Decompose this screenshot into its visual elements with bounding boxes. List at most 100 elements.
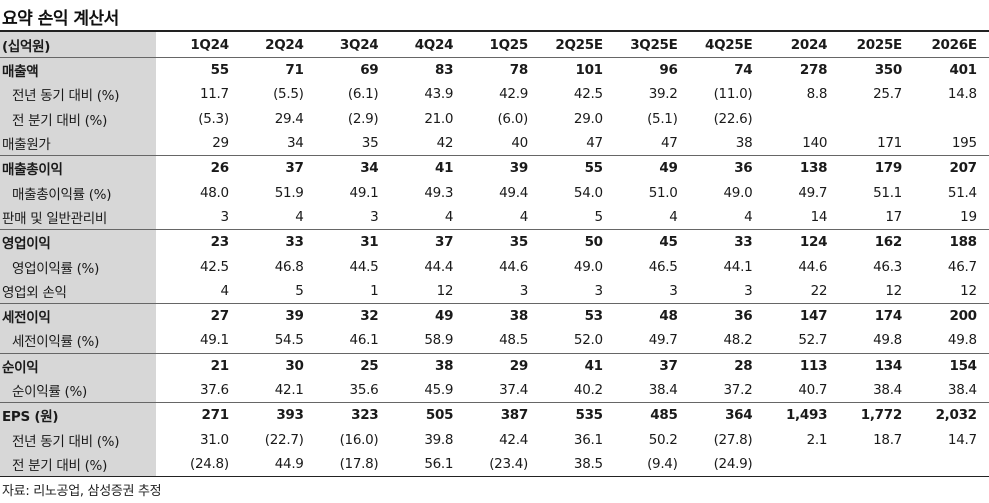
table-row: EPS (원) 271 393 323 505 387 535 485 364 1,493 1,77… (0, 402, 989, 428)
table-cell: 96 (659, 62, 678, 79)
table-cell: 50.2 (648, 431, 678, 448)
table-cell: 49.1 (199, 332, 229, 349)
table-cell: (5.1) (647, 110, 678, 127)
table-cell: 393 (276, 407, 304, 424)
table-cell: 4 (519, 208, 529, 225)
table-cell: 3 (594, 282, 603, 299)
table-cell: 44.6 (499, 258, 528, 275)
table-cell: 40.7 (798, 382, 828, 398)
row-label: 전년 동기 대비 (%) (0, 427, 156, 452)
table-cell: 26 (210, 160, 229, 177)
table-cell: 52.0 (573, 332, 603, 349)
table-cell: (6.0) (497, 110, 528, 127)
table-row: 매출총이익률 (%) 48.0 51.9 49.1 49.3 49.4 54.0 51.0 49… (0, 180, 989, 205)
table-cell: 51.1 (873, 184, 902, 201)
table-cell: 49 (659, 160, 678, 177)
table-row: 순이익 21 30 25 38 29 41 37 28 113 134 154 (0, 352, 989, 378)
table-cell: 171 (877, 135, 902, 152)
table-cell: 44.1 (723, 258, 753, 275)
table-cell: 23 (210, 234, 229, 251)
table-cell: 42.5 (199, 258, 229, 275)
table-cell: 43.9 (424, 86, 454, 103)
table-cell: 535 (575, 407, 604, 424)
column-header: 2Q25E (555, 36, 603, 53)
table-cell: 42.9 (499, 86, 528, 103)
page-title: 요약 손익 계산서 (2, 9, 119, 29)
column-header: 4Q25E (704, 36, 753, 53)
table-cell: 271 (201, 407, 230, 424)
table-cell: 49 (435, 308, 454, 325)
table-cell: 41 (435, 160, 454, 177)
table-cell: 14 (810, 208, 828, 225)
table-cell: 35 (361, 135, 379, 152)
table-cell: 39.2 (648, 86, 678, 103)
table-cell: 387 (500, 407, 529, 424)
table-cell: 49.0 (573, 258, 603, 275)
table-cell: 38.4 (947, 382, 977, 398)
table-cell: 101 (575, 62, 604, 79)
table-cell: (17.8) (339, 455, 379, 472)
table-cell: 11.7 (199, 86, 229, 103)
table-cell: 40 (511, 135, 528, 152)
table-cell: 140 (802, 135, 828, 152)
table-cell: (9.4) (647, 455, 678, 472)
table-row: 판매 및 일반관리비 3 4 3 4 4 5 4 4 14 17 19 (0, 204, 989, 230)
table-cell: 323 (351, 407, 379, 424)
table-cell: 41 (584, 357, 603, 374)
table-cell: 48.2 (723, 332, 753, 349)
column-header: 3Q25E (630, 36, 678, 53)
table-cell: 2.1 (806, 431, 828, 448)
table-cell: 38 (509, 308, 528, 325)
row-label: 매출원가 (0, 130, 156, 156)
table-cell: 35.6 (349, 382, 379, 398)
table-cell: 364 (725, 407, 753, 424)
table-cell: 36.1 (573, 431, 603, 448)
table-cell: 46.3 (873, 258, 902, 275)
column-header: 2026E (931, 36, 977, 53)
table-cell: 83 (435, 62, 454, 79)
table-cell: 33 (734, 234, 753, 251)
column-header: 4Q24 (414, 36, 454, 53)
column-header: 3Q24 (339, 36, 379, 53)
row-label: 매출총이익률 (%) (0, 180, 156, 205)
table-cell: 134 (874, 357, 903, 374)
table-cell: 47 (660, 135, 678, 152)
row-label: 매출총이익 (0, 156, 156, 181)
table-row: 매출액 55 71 69 83 78 101 96 74 278 350 401 (0, 58, 989, 83)
table-cell: 49.8 (873, 332, 902, 349)
table-cell: 22 (810, 282, 828, 299)
table-cell: (27.8) (713, 431, 753, 448)
table-cell: 52.7 (798, 332, 828, 349)
table-cell: 49.3 (424, 184, 454, 201)
table-cell: 37.4 (499, 382, 528, 398)
row-label: 영업이익률 (%) (0, 254, 156, 279)
table-cell: 38.5 (573, 455, 603, 472)
table-cell: 46.7 (947, 258, 977, 275)
table-cell: 47 (586, 135, 603, 152)
table-cell: 179 (874, 160, 903, 177)
table-cell: 39.8 (424, 431, 454, 448)
table-cell: 174 (874, 308, 903, 325)
row-label: EPS (원) (0, 403, 156, 428)
table-cell: 38.4 (873, 382, 902, 398)
column-header: 1Q24 (190, 36, 229, 53)
row-label: 영업이익 (0, 230, 156, 255)
table-cell: 29 (212, 135, 229, 152)
table-cell: 154 (949, 357, 977, 374)
table-cell: (16.0) (339, 431, 379, 448)
table-cell: 30 (285, 357, 304, 374)
row-label: 세전이익 (0, 303, 156, 329)
table-cell: 27 (210, 308, 229, 325)
table-cell: 51.9 (274, 184, 304, 201)
table-cell: 28 (734, 357, 753, 374)
table-cell: 29.0 (573, 110, 603, 127)
row-label: 순이익 (0, 353, 156, 378)
table-cell: 50 (584, 234, 603, 251)
table-cell: 44.6 (798, 258, 828, 275)
table-cell: (24.9) (713, 455, 753, 472)
table-cell: 31 (360, 234, 379, 251)
table-cell: 38.4 (648, 382, 678, 398)
table-cell: 46.5 (648, 258, 678, 275)
table-cell: 39 (285, 308, 304, 325)
row-label: 전 분기 대비 (%) (0, 451, 156, 477)
